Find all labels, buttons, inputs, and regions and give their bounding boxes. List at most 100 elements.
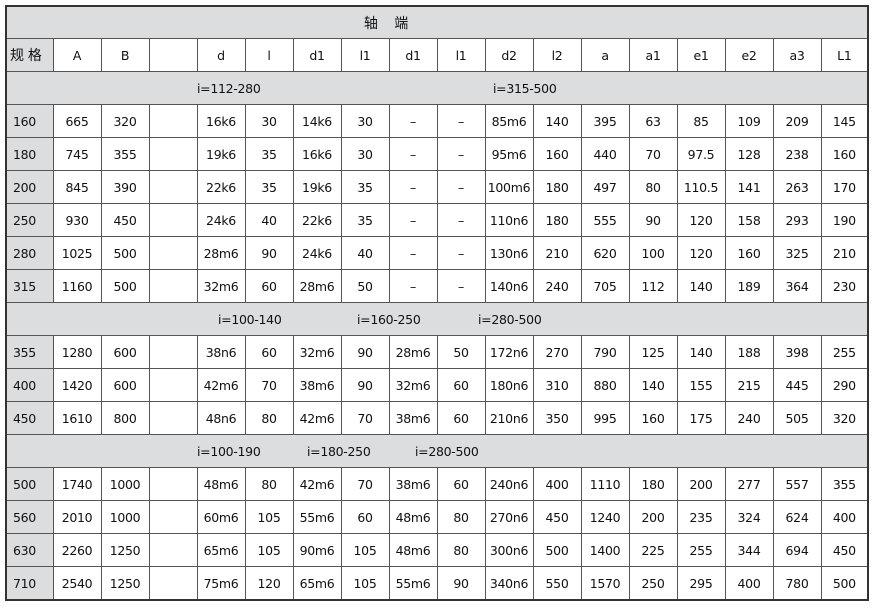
table-cell (148, 203, 198, 237)
table-cell: 110n6 (484, 203, 534, 237)
table-cell: 845 (52, 170, 102, 204)
table-cell: 400 (724, 566, 774, 601)
table-cell: 60 (436, 368, 486, 402)
table-cell: 19k6 (196, 137, 246, 171)
table-cell: 160 (628, 401, 678, 435)
table-cell: 30 (340, 137, 390, 171)
table-cell: 85m6 (484, 104, 534, 138)
table-cell: – (388, 137, 438, 171)
table-cell: 60 (244, 335, 294, 369)
table-cell: 38m6 (388, 467, 438, 501)
table-cell: 390 (100, 170, 150, 204)
table-cell: 32m6 (292, 335, 342, 369)
table-cell: 320 (100, 104, 150, 138)
table-cell: 1000 (100, 467, 150, 501)
header-cell: l2 (532, 38, 582, 72)
ratio-group-cell: i=112-280 i=315-500 (5, 71, 869, 105)
table-cell: 172n6 (484, 335, 534, 369)
table-cell: 790 (580, 335, 630, 369)
table-cell: – (388, 170, 438, 204)
spec-cell: 355 (5, 335, 54, 369)
table-cell: 35 (244, 137, 294, 171)
ratio-range-label: i=100-140 (218, 311, 282, 327)
table-cell: 240 (724, 401, 774, 435)
table-cell: 140 (532, 104, 582, 138)
table-cell: 32m6 (388, 368, 438, 402)
table-cell: 624 (772, 500, 822, 534)
table-cell: 190 (820, 203, 869, 237)
spec-cell: 160 (5, 104, 54, 138)
table-cell: 158 (724, 203, 774, 237)
table-cell: 105 (340, 533, 390, 567)
table-cell: 277 (724, 467, 774, 501)
table-cell: 110.5 (676, 170, 726, 204)
table-cell: 255 (820, 335, 869, 369)
table-cell: 600 (100, 335, 150, 369)
table-cell: 19k6 (292, 170, 342, 204)
table-cell: 48m6 (196, 467, 246, 501)
table-cell: 500 (532, 533, 582, 567)
table-row: 355 1280 600 38n6 60 32m6 90 28m6 50 172n6 270 790 1… (5, 335, 869, 369)
table-row: 160 665 320 16k6 30 14k6 30– –85m6 140 395 63 85 109… (5, 104, 869, 138)
table-cell: 180 (628, 467, 678, 501)
table-cell: 1610 (52, 401, 102, 435)
table-cell: 1110 (580, 467, 630, 501)
table-cell: 210 (820, 236, 869, 270)
table-cell: 780 (772, 566, 822, 601)
table-cell: 145 (820, 104, 869, 138)
table-cell: 555 (580, 203, 630, 237)
table-title: 轴 端 (363, 15, 415, 32)
table-cell: 1740 (52, 467, 102, 501)
table-cell: 450 (532, 500, 582, 534)
table-cell (148, 269, 198, 303)
table-cell: 60 (244, 269, 294, 303)
table-cell: 90m6 (292, 533, 342, 567)
header-cell: e1 (676, 38, 726, 72)
spec-cell: 315 (5, 269, 54, 303)
table-cell: 85 (676, 104, 726, 138)
table-cell (148, 170, 198, 204)
ratio-range-label: i=112-280 (197, 80, 261, 96)
table-cell: 80 (244, 467, 294, 501)
table-cell: 1400 (580, 533, 630, 567)
table-cell: 35 (244, 170, 294, 204)
table-cell: 235 (676, 500, 726, 534)
table-cell: 141 (724, 170, 774, 204)
table-cell: 130n6 (484, 236, 534, 270)
table-cell: 180n6 (484, 368, 534, 402)
table-cell: 97.5 (676, 137, 726, 171)
header-cell: d2 (484, 38, 534, 72)
table-cell: 80 (436, 500, 486, 534)
table-cell: 140 (628, 368, 678, 402)
ratio-range-label: i=280-500 (478, 311, 542, 327)
header-cell: A (52, 38, 102, 72)
table-cell: 90 (340, 335, 390, 369)
table-cell (148, 401, 198, 435)
table-cell: 38m6 (388, 401, 438, 435)
table-title-cell: 轴 端 (5, 5, 869, 39)
table-cell: 35 (340, 170, 390, 204)
table-cell: 1250 (100, 566, 150, 601)
table-cell: 500 (100, 269, 150, 303)
table-cell: 880 (580, 368, 630, 402)
table-cell: 70 (244, 368, 294, 402)
table-cell: 90 (436, 566, 486, 601)
table-cell: 225 (628, 533, 678, 567)
table-cell: 60 (340, 500, 390, 534)
table-cell: 80 (244, 401, 294, 435)
table-cell: 500 (100, 236, 150, 270)
table-cell: 90 (244, 236, 294, 270)
header-cell: l1 (436, 38, 486, 72)
table-cell: – (436, 269, 486, 303)
header-cell: d (196, 38, 246, 72)
table-cell: 48m6 (388, 500, 438, 534)
table-cell: 263 (772, 170, 822, 204)
table-cell: 200 (676, 467, 726, 501)
table-cell: 238 (772, 137, 822, 171)
table-row: 400 1420 600 42m6 70 38m6 90 32m6 60 180n6 310 880 1… (5, 368, 869, 402)
table-cell: 250 (628, 566, 678, 601)
table-cell: 16k6 (196, 104, 246, 138)
table-cell: 50 (340, 269, 390, 303)
table-row: 200 845 390 22k6 35 19k6 35– –100m6 180 497 80 110.… (5, 170, 869, 204)
